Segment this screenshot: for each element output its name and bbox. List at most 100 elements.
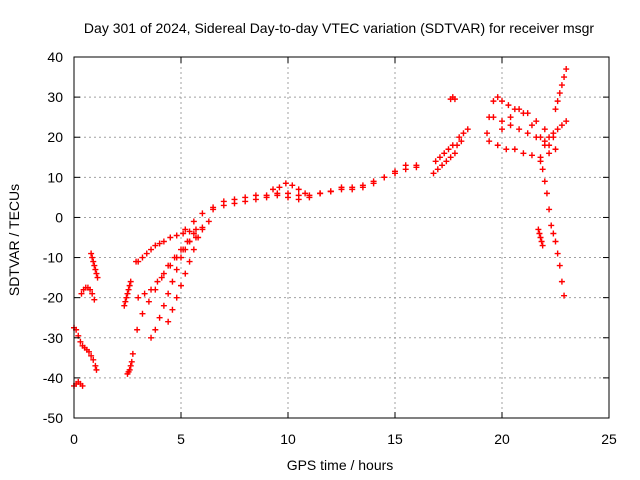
data-point bbox=[90, 356, 97, 363]
y-tick-label: -50 bbox=[43, 410, 63, 426]
series-s18 bbox=[456, 126, 471, 141]
data-point bbox=[167, 262, 174, 269]
series-s16 bbox=[430, 150, 458, 177]
data-point bbox=[165, 318, 172, 325]
data-point bbox=[537, 158, 544, 165]
ticks bbox=[73, 56, 610, 419]
grid bbox=[74, 57, 609, 418]
x-tick-label: 20 bbox=[494, 431, 510, 447]
data-point bbox=[445, 146, 452, 153]
data-point bbox=[456, 134, 463, 141]
data-point bbox=[139, 310, 146, 317]
x-tick-label: 0 bbox=[70, 431, 78, 447]
data-point bbox=[127, 278, 134, 285]
data-point bbox=[464, 126, 471, 133]
data-point bbox=[93, 366, 100, 373]
data-point bbox=[370, 178, 377, 185]
data-point bbox=[135, 294, 142, 301]
data-point bbox=[205, 218, 212, 225]
y-tick-label: -20 bbox=[43, 290, 63, 306]
data-point bbox=[160, 302, 167, 309]
data-point bbox=[541, 138, 548, 145]
data-point bbox=[145, 298, 152, 305]
data-point bbox=[533, 118, 540, 125]
x-tick-label: 25 bbox=[601, 431, 617, 447]
data-point bbox=[554, 250, 561, 257]
y-tick-label: -40 bbox=[43, 370, 63, 386]
data-point bbox=[533, 134, 540, 141]
data-point bbox=[550, 130, 557, 137]
data-point bbox=[192, 226, 199, 233]
data-point bbox=[148, 286, 155, 293]
data-point bbox=[552, 146, 559, 153]
data-point bbox=[541, 178, 548, 185]
data-point bbox=[541, 126, 548, 133]
data-point bbox=[127, 362, 134, 369]
data-point bbox=[552, 106, 559, 113]
data-point bbox=[558, 278, 565, 285]
data-point bbox=[302, 190, 309, 197]
x-tick-label: 5 bbox=[177, 431, 185, 447]
data-point bbox=[499, 118, 505, 125]
data-point bbox=[558, 122, 565, 129]
data-point bbox=[561, 292, 568, 299]
series-s24 bbox=[541, 118, 570, 145]
data-point bbox=[79, 382, 86, 389]
data-point bbox=[85, 348, 92, 355]
data-point bbox=[548, 222, 555, 229]
data-point bbox=[439, 162, 446, 169]
data-point bbox=[317, 190, 324, 197]
data-point bbox=[90, 258, 97, 265]
series-s17 bbox=[432, 138, 465, 165]
data-point bbox=[121, 302, 128, 309]
data-point bbox=[126, 282, 133, 289]
data-point bbox=[88, 250, 95, 257]
data-point bbox=[178, 254, 184, 261]
series-s11 bbox=[165, 226, 206, 325]
data-point bbox=[499, 126, 505, 133]
series-s4 bbox=[88, 250, 101, 281]
series-s8 bbox=[134, 230, 197, 333]
data-point bbox=[490, 98, 497, 105]
data-point bbox=[178, 282, 184, 289]
y-tick-label: 0 bbox=[55, 209, 63, 225]
data-point bbox=[165, 290, 172, 297]
data-point bbox=[152, 242, 159, 249]
data-point bbox=[494, 94, 501, 101]
data-point bbox=[126, 366, 133, 373]
data-point bbox=[87, 286, 94, 293]
data-point bbox=[173, 266, 180, 273]
data-point bbox=[210, 206, 217, 213]
data-point bbox=[490, 114, 497, 121]
data-point bbox=[190, 218, 197, 225]
y-tick-label: 20 bbox=[47, 129, 63, 145]
data-point bbox=[91, 296, 98, 303]
series-s20 bbox=[484, 94, 559, 153]
series-s13 bbox=[210, 164, 420, 213]
data-point bbox=[129, 350, 136, 357]
data-point bbox=[451, 150, 458, 157]
data-point bbox=[558, 82, 565, 89]
data-point bbox=[91, 262, 98, 269]
x-tick-label: 10 bbox=[280, 431, 296, 447]
data-point bbox=[556, 90, 563, 97]
x-tick-label: 15 bbox=[387, 431, 403, 447]
data-point bbox=[546, 206, 553, 213]
data-point bbox=[274, 192, 281, 199]
data-point bbox=[295, 196, 302, 203]
data-point bbox=[135, 258, 142, 265]
data-point bbox=[152, 326, 159, 333]
series-s27 bbox=[535, 226, 546, 249]
data-point bbox=[134, 326, 141, 333]
data-point bbox=[539, 242, 546, 249]
data-points bbox=[71, 66, 570, 389]
y-tick-label: 40 bbox=[47, 49, 63, 65]
data-point bbox=[220, 202, 227, 209]
data-point bbox=[535, 226, 542, 233]
data-point bbox=[93, 270, 100, 277]
data-point bbox=[441, 150, 448, 157]
data-point bbox=[432, 158, 439, 165]
data-point bbox=[460, 130, 467, 137]
data-point bbox=[94, 274, 101, 281]
